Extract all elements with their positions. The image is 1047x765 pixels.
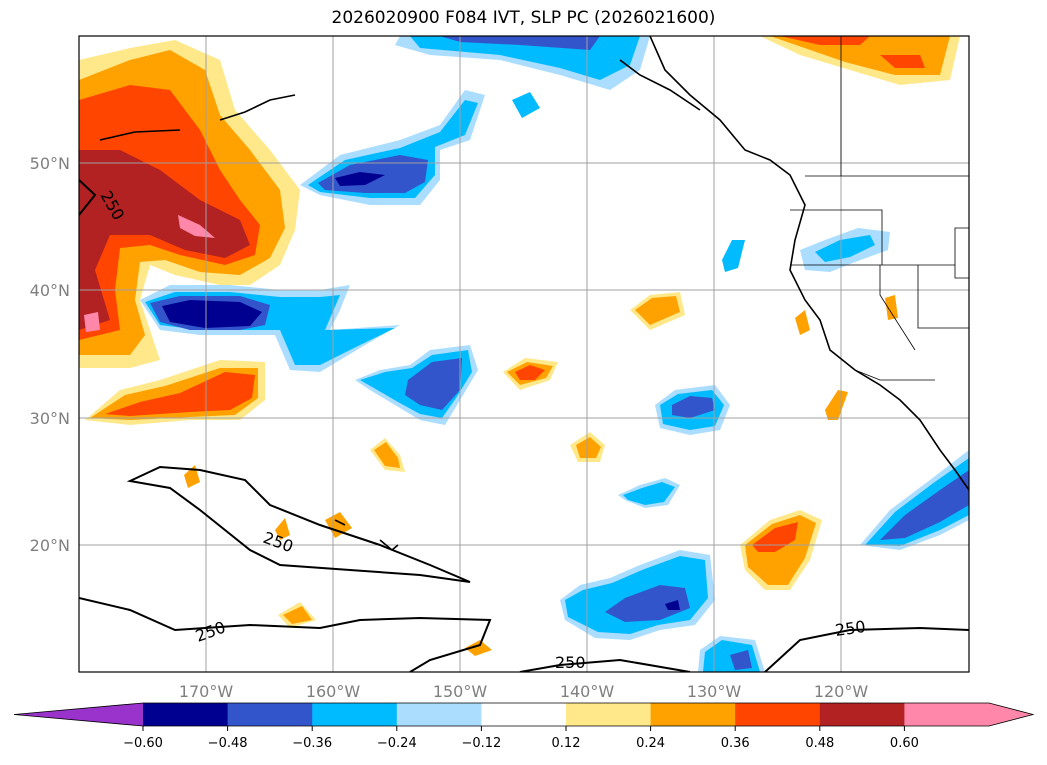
ivt-region xyxy=(79,150,250,330)
lat-label: 40°N xyxy=(30,281,70,300)
contour-label: 250 xyxy=(555,653,586,672)
ivt-region xyxy=(780,36,870,45)
ivt-region xyxy=(84,312,100,332)
colorbar xyxy=(13,702,1035,727)
ivt-region xyxy=(730,650,752,670)
colorbar-segment xyxy=(735,703,821,726)
lat-axis-labels: 50°N 40°N 30°N 20°N xyxy=(30,154,70,555)
colorbar-segment xyxy=(227,703,313,726)
colorbar-segment xyxy=(819,703,905,726)
colorbar-extension-low xyxy=(14,703,143,726)
ivt-region xyxy=(512,92,540,118)
colorbar-tick-label: −0.36 xyxy=(292,736,332,751)
ivt-region xyxy=(865,458,969,546)
ivt-region xyxy=(515,365,545,380)
map-title: 2026020900 F084 IVT, SLP PC (2026021600) xyxy=(331,8,716,28)
lat-label: 30°N xyxy=(30,409,70,428)
ivt-region xyxy=(665,600,680,610)
colorbar-segment xyxy=(396,703,482,726)
ivt-region xyxy=(880,55,925,68)
ivt-region xyxy=(184,465,200,488)
colorbar-segment xyxy=(143,703,229,726)
ivt-region xyxy=(162,300,262,328)
slp-contours xyxy=(79,179,969,672)
ivt-region xyxy=(335,172,385,186)
ivt-region xyxy=(283,606,312,624)
ivt-region xyxy=(440,36,600,50)
ivt-region xyxy=(605,585,690,622)
ivt-region xyxy=(880,470,969,540)
contour-label: 250 xyxy=(834,617,867,640)
ivt-region xyxy=(623,482,675,505)
colorbar-segment xyxy=(566,703,652,726)
colorbar-tick-label: 0.60 xyxy=(890,736,919,751)
lon-label: 150°W xyxy=(433,682,488,701)
colorbar-tick-label: −0.60 xyxy=(123,736,163,751)
ivt-region xyxy=(722,240,745,272)
ivt-region xyxy=(405,358,462,410)
colorbar-extension-high xyxy=(989,703,1033,726)
borders xyxy=(790,36,969,381)
ivt-region xyxy=(795,310,810,335)
ivt-region xyxy=(105,372,255,416)
colorbar-tick-label: 0.36 xyxy=(721,736,750,751)
lon-label: 170°W xyxy=(179,682,234,701)
ivt-region xyxy=(885,295,898,320)
ivt-region xyxy=(672,396,715,418)
ivt-region xyxy=(325,512,352,538)
lat-label: 20°N xyxy=(30,536,70,555)
lon-label: 130°W xyxy=(687,682,742,701)
lat-label: 50°N xyxy=(30,154,70,173)
ivt-region xyxy=(374,442,400,468)
lon-label: 140°W xyxy=(560,682,615,701)
lon-label: 120°W xyxy=(814,682,869,701)
lon-label: 160°W xyxy=(306,682,361,701)
colorbar-tick-label: 0.24 xyxy=(636,736,665,751)
ivt-region xyxy=(275,518,290,540)
plot-frame xyxy=(78,35,970,673)
colorbar-tick-label: 0.12 xyxy=(552,736,581,751)
colorbar-tick-label: 0.48 xyxy=(805,736,834,751)
lon-axis-labels: 170°W 160°W 150°W 140°W 130°W 120°W xyxy=(179,682,869,701)
colorbar-segment xyxy=(904,703,990,726)
colorbar-labels: −0.60 −0.48 −0.36 −0.24 −0.12 0.12 0.24 0.36 0.4… xyxy=(123,726,919,751)
colorbar-tick-label: −0.48 xyxy=(208,736,248,751)
colorbar-segment xyxy=(650,703,736,726)
ivt-region xyxy=(635,296,680,325)
colorbar-segment xyxy=(312,703,398,726)
colorbar-tick-label: −0.12 xyxy=(461,736,501,751)
colorbar-tick-label: −0.24 xyxy=(377,736,417,751)
ivt-region xyxy=(576,437,601,458)
ivt-region xyxy=(465,640,492,656)
graticule xyxy=(79,36,969,672)
ivt-region xyxy=(815,235,875,262)
ivt-region xyxy=(825,390,848,420)
ivt-region xyxy=(745,515,816,585)
colorbar-segment xyxy=(481,703,567,726)
